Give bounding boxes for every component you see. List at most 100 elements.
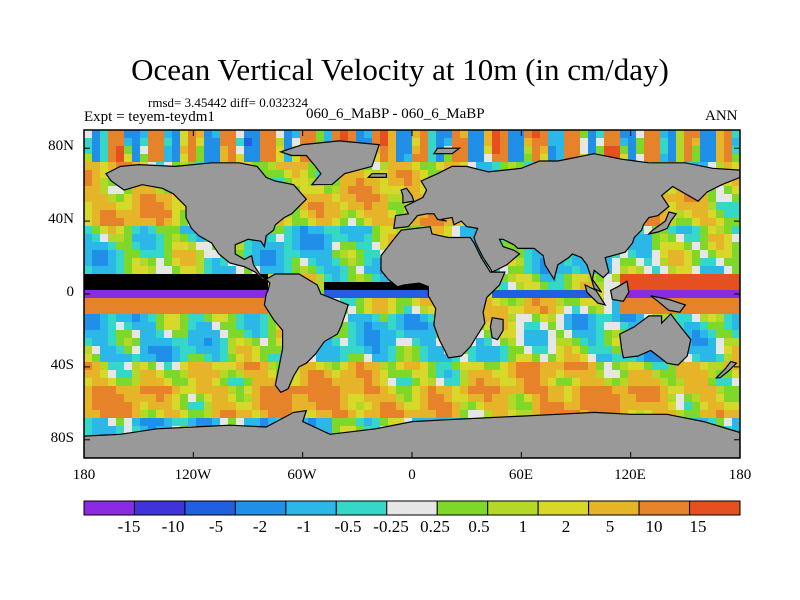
land-africa <box>380 225 506 359</box>
ocean-cell <box>404 394 413 403</box>
ocean-cell <box>268 394 277 403</box>
ocean-cell <box>548 394 557 403</box>
ocean-cell <box>540 362 549 371</box>
ocean-cell <box>388 282 397 291</box>
ocean-cell <box>164 394 173 403</box>
ocean-cell <box>732 258 740 267</box>
colorbar-swatch <box>335 500 388 516</box>
ocean-cell <box>380 194 389 203</box>
ocean-cell <box>140 370 149 379</box>
ocean-cell <box>268 250 277 259</box>
ocean-cell <box>268 242 277 251</box>
ocean-cell <box>84 202 93 211</box>
ocean-cell <box>724 354 733 363</box>
ocean-cell <box>324 226 333 235</box>
ocean-cell <box>196 274 205 283</box>
ocean-cell <box>708 210 717 219</box>
ocean-cell <box>356 306 365 315</box>
ocean-cell <box>92 162 101 171</box>
ocean-cell <box>388 314 397 323</box>
ocean-cell <box>124 410 133 419</box>
ocean-cell <box>660 146 669 155</box>
ocean-cell <box>348 418 357 427</box>
land-masks <box>84 140 740 458</box>
ocean-cell <box>396 130 405 139</box>
colorbar-swatch <box>487 500 539 516</box>
ocean-cell <box>84 178 93 187</box>
ocean-cell <box>564 298 573 307</box>
ocean-cell <box>140 242 149 251</box>
ocean-cell <box>580 378 589 387</box>
ocean-cell <box>172 402 181 411</box>
ocean-cell <box>436 378 445 387</box>
ocean-cell <box>660 154 669 163</box>
ocean-cell <box>428 314 437 323</box>
ocean-cell <box>460 354 469 363</box>
ocean-cell <box>172 386 181 395</box>
ocean-cell <box>292 250 301 259</box>
ocean-cell <box>388 298 397 307</box>
ocean-cell <box>212 250 221 259</box>
ocean-cell <box>364 250 373 259</box>
ocean-cell <box>564 322 573 331</box>
ocean-cell <box>380 378 389 387</box>
ocean-cell <box>300 218 309 227</box>
ocean-cell <box>236 378 245 387</box>
ocean-cell <box>724 370 733 379</box>
ocean-cell <box>156 370 165 379</box>
ocean-cell <box>468 370 477 379</box>
ocean-cell <box>644 354 653 363</box>
ocean-cell <box>652 402 661 411</box>
ocean-cell <box>444 154 453 163</box>
ocean-cell <box>116 386 125 395</box>
ocean-cell <box>100 186 109 195</box>
ocean-cell <box>348 298 357 307</box>
ocean-cell <box>700 322 709 331</box>
ocean-cell <box>692 234 701 243</box>
ocean-cell <box>492 378 501 387</box>
ocean-cell <box>308 170 317 179</box>
ocean-cell <box>196 306 205 315</box>
ocean-cell <box>132 394 141 403</box>
ocean-cell <box>508 330 517 339</box>
ocean-cell <box>108 202 117 211</box>
ocean-cell <box>100 402 109 411</box>
ocean-cell <box>260 314 269 323</box>
ocean-cell <box>404 410 413 419</box>
colorbar-label: 1 <box>518 517 528 536</box>
ocean-cell <box>436 370 445 379</box>
ocean-cell <box>540 386 549 395</box>
ocean-cell <box>156 266 165 275</box>
ocean-cell <box>132 266 141 275</box>
ocean-cell <box>620 314 629 323</box>
ocean-cell <box>668 386 677 395</box>
ocean-cell <box>124 290 133 299</box>
ocean-cell <box>100 282 109 291</box>
ocean-cell <box>620 394 629 403</box>
ocean-cell <box>196 346 205 355</box>
ocean-cell <box>732 274 740 283</box>
ocean-cell <box>212 394 221 403</box>
ocean-cell <box>276 162 285 171</box>
ocean-cell <box>564 146 573 155</box>
ocean-cell <box>300 386 309 395</box>
ocean-cell <box>716 138 725 147</box>
ocean-cell <box>172 322 181 331</box>
ocean-cell <box>292 242 301 251</box>
ocean-cell <box>108 138 117 147</box>
ocean-cell <box>724 322 733 331</box>
ocean-cell <box>356 258 365 267</box>
ocean-cell <box>100 290 109 299</box>
ocean-cell <box>572 394 581 403</box>
ocean-cell <box>452 386 461 395</box>
ocean-cell <box>372 394 381 403</box>
ocean-cell <box>148 402 157 411</box>
y-tick-label: 80S <box>50 430 74 446</box>
ocean-cell <box>284 162 293 171</box>
ocean-cell <box>212 298 221 307</box>
ocean-cell <box>428 354 437 363</box>
ocean-cell <box>700 146 709 155</box>
ocean-cell <box>148 250 157 259</box>
ocean-cell <box>380 274 389 283</box>
ocean-cell <box>132 338 141 347</box>
